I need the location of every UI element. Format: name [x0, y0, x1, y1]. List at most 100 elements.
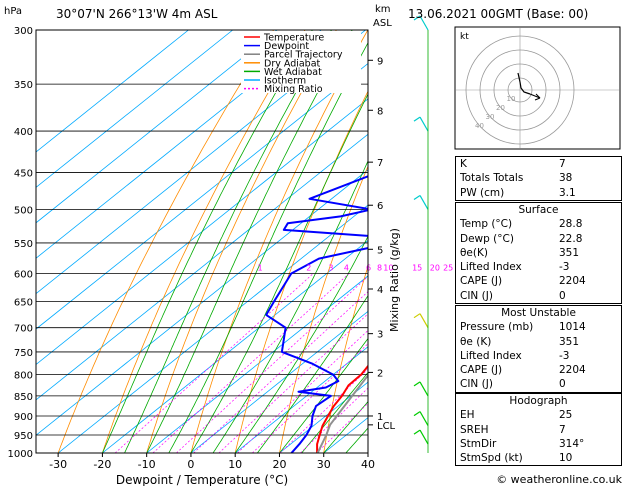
- wind-barb: [419, 381, 429, 397]
- pressure-tick-label: 900: [14, 412, 33, 423]
- km-tick-label: 6: [377, 201, 383, 212]
- hodograph-ring-label: 40: [475, 122, 484, 130]
- most-unstable-title: Most Unstable: [501, 307, 576, 319]
- hodograph-trace: [517, 72, 531, 95]
- wind-barb: [419, 313, 429, 328]
- legend-label: Mixing Ratio: [264, 84, 323, 95]
- isotherm-line: [102, 240, 368, 453]
- km-tick-label: 5: [377, 245, 383, 256]
- pressure-tick-label: 750: [14, 348, 33, 359]
- x-tick-label: 0: [187, 458, 194, 471]
- isotherm-line: [36, 133, 368, 401]
- legend-label: Dewpoint: [264, 41, 309, 52]
- wind-barb: [419, 116, 429, 132]
- wind-barb-flag: [413, 116, 421, 122]
- hodograph-ring-label: 20: [496, 104, 505, 112]
- x-tick-label: -30: [49, 458, 67, 471]
- asl-unit-label: ASL: [373, 18, 392, 29]
- wind-barb-flag: [413, 429, 421, 435]
- mixing-ratio-tick-label: 15: [412, 264, 422, 273]
- isotherm-line: [36, 62, 368, 330]
- legend-label: Wet Adiabat: [264, 67, 322, 78]
- isotherm-line: [36, 30, 278, 224]
- km-tick-label: 7: [377, 158, 383, 169]
- pressure-tick-label: 400: [14, 127, 33, 138]
- series-line-temperature: [316, 364, 368, 453]
- isotherm-line: [57, 204, 368, 453]
- most-unstable-row: Lifted Index -3: [460, 349, 570, 362]
- index-row-pw: PW (cm) 3.1: [460, 186, 576, 199]
- wind-barb: [419, 15, 429, 31]
- hodograph-ring-label: 10: [507, 95, 516, 103]
- mixing-ratio-line: [114, 273, 314, 453]
- surface-row: Temp (°C) 28.8: [460, 218, 583, 231]
- hodograph-table: Hodograph EH 25 SREH 7 StmDir 314° StmSpd (…: [455, 393, 622, 467]
- isotherm-line: [190, 310, 368, 453]
- pressure-tick-label: 650: [14, 298, 33, 309]
- km-tick-label: 1: [377, 412, 383, 423]
- pressure-tick-label: 700: [14, 324, 33, 335]
- series-line-parcel-trajectory: [316, 373, 368, 453]
- pressure-unit-label: hPa: [4, 6, 22, 17]
- isotherm-line: [36, 30, 233, 188]
- hodograph-storm-motion: [529, 93, 541, 99]
- wind-barb-flag: [413, 194, 421, 200]
- isotherm-line: [234, 346, 368, 453]
- km-unit-label: km: [375, 4, 391, 15]
- isotherm-line: [146, 275, 368, 453]
- mixing-ratio-axis-label: Mixing Ratio (g/kg): [388, 228, 401, 332]
- datetime-title: 13.06.2021 00GMT (Base: 00): [408, 7, 588, 21]
- wind-barb-flag: [413, 313, 421, 319]
- most-unstable-row: CAPE (J) 2204: [460, 364, 586, 377]
- index-row-totals: Totals Totals 38: [460, 172, 573, 185]
- pressure-tick-label: 850: [14, 392, 33, 403]
- legend-label: Temperature: [263, 33, 324, 44]
- km-tick-label: LCL: [377, 421, 396, 432]
- hodograph-row: SREH 7: [460, 423, 566, 436]
- most-unstable-row: CIN (J) 0: [460, 378, 566, 391]
- x-tick-label: 10: [228, 458, 242, 471]
- wet-adiabat-line: [323, 400, 368, 453]
- hodograph-row: EH 25: [460, 409, 573, 422]
- isotherm-line: [36, 30, 322, 259]
- most-unstable-row: θe (K) 351: [460, 335, 580, 348]
- isotherm-line: [36, 30, 189, 153]
- arrow-head-icon: [534, 93, 541, 101]
- hodograph-unit-label: kt: [460, 32, 469, 42]
- surface-row: Dewp (°C) 22.8: [460, 232, 583, 245]
- wind-barb-flag: [413, 15, 421, 21]
- pressure-tick-label: 550: [14, 239, 33, 250]
- wind-barb-flag: [413, 381, 421, 387]
- wind-barb: [419, 411, 429, 426]
- surface-row: CAPE (J) 2204: [460, 275, 586, 288]
- copyright-footer: © weatheronline.co.uk: [496, 473, 622, 486]
- km-tick-label: 9: [377, 56, 383, 67]
- pressure-tick-label: 500: [14, 205, 33, 216]
- most-unstable-row: Pressure (mb) 1014: [460, 321, 586, 334]
- wind-barb: [419, 429, 429, 445]
- isotherm-line: [36, 169, 368, 436]
- pressure-tick-label: 1000: [8, 449, 33, 460]
- x-tick-label: -10: [138, 458, 156, 471]
- mixing-ratio-tick-label: 20: [430, 264, 440, 273]
- x-tick-label: 40: [361, 458, 375, 471]
- hodograph-ring-label: 30: [486, 113, 495, 121]
- surface-row: θe(K) 351: [460, 246, 580, 259]
- mixing-ratio-tick-label: 8: [377, 264, 382, 273]
- hodograph-row: StmSpd (kt) 10: [460, 452, 573, 465]
- legend-label: Dry Adiabat: [264, 58, 321, 69]
- legend-box: [241, 31, 361, 93]
- legend-label: Parcel Trajectory: [264, 50, 343, 61]
- legend-label: Isotherm: [264, 76, 306, 87]
- pressure-tick-label: 800: [14, 371, 33, 382]
- wet-adiabat-line: [301, 371, 368, 453]
- km-tick-label: 4: [377, 285, 383, 296]
- mixing-ratio-line: [279, 368, 368, 453]
- mixing-ratio-tick-label: 3: [328, 264, 333, 273]
- dry-adiabat-line: [57, 30, 274, 453]
- x-axis-label: Dewpoint / Temperature (°C): [116, 473, 288, 486]
- km-tick-label: 2: [377, 368, 383, 379]
